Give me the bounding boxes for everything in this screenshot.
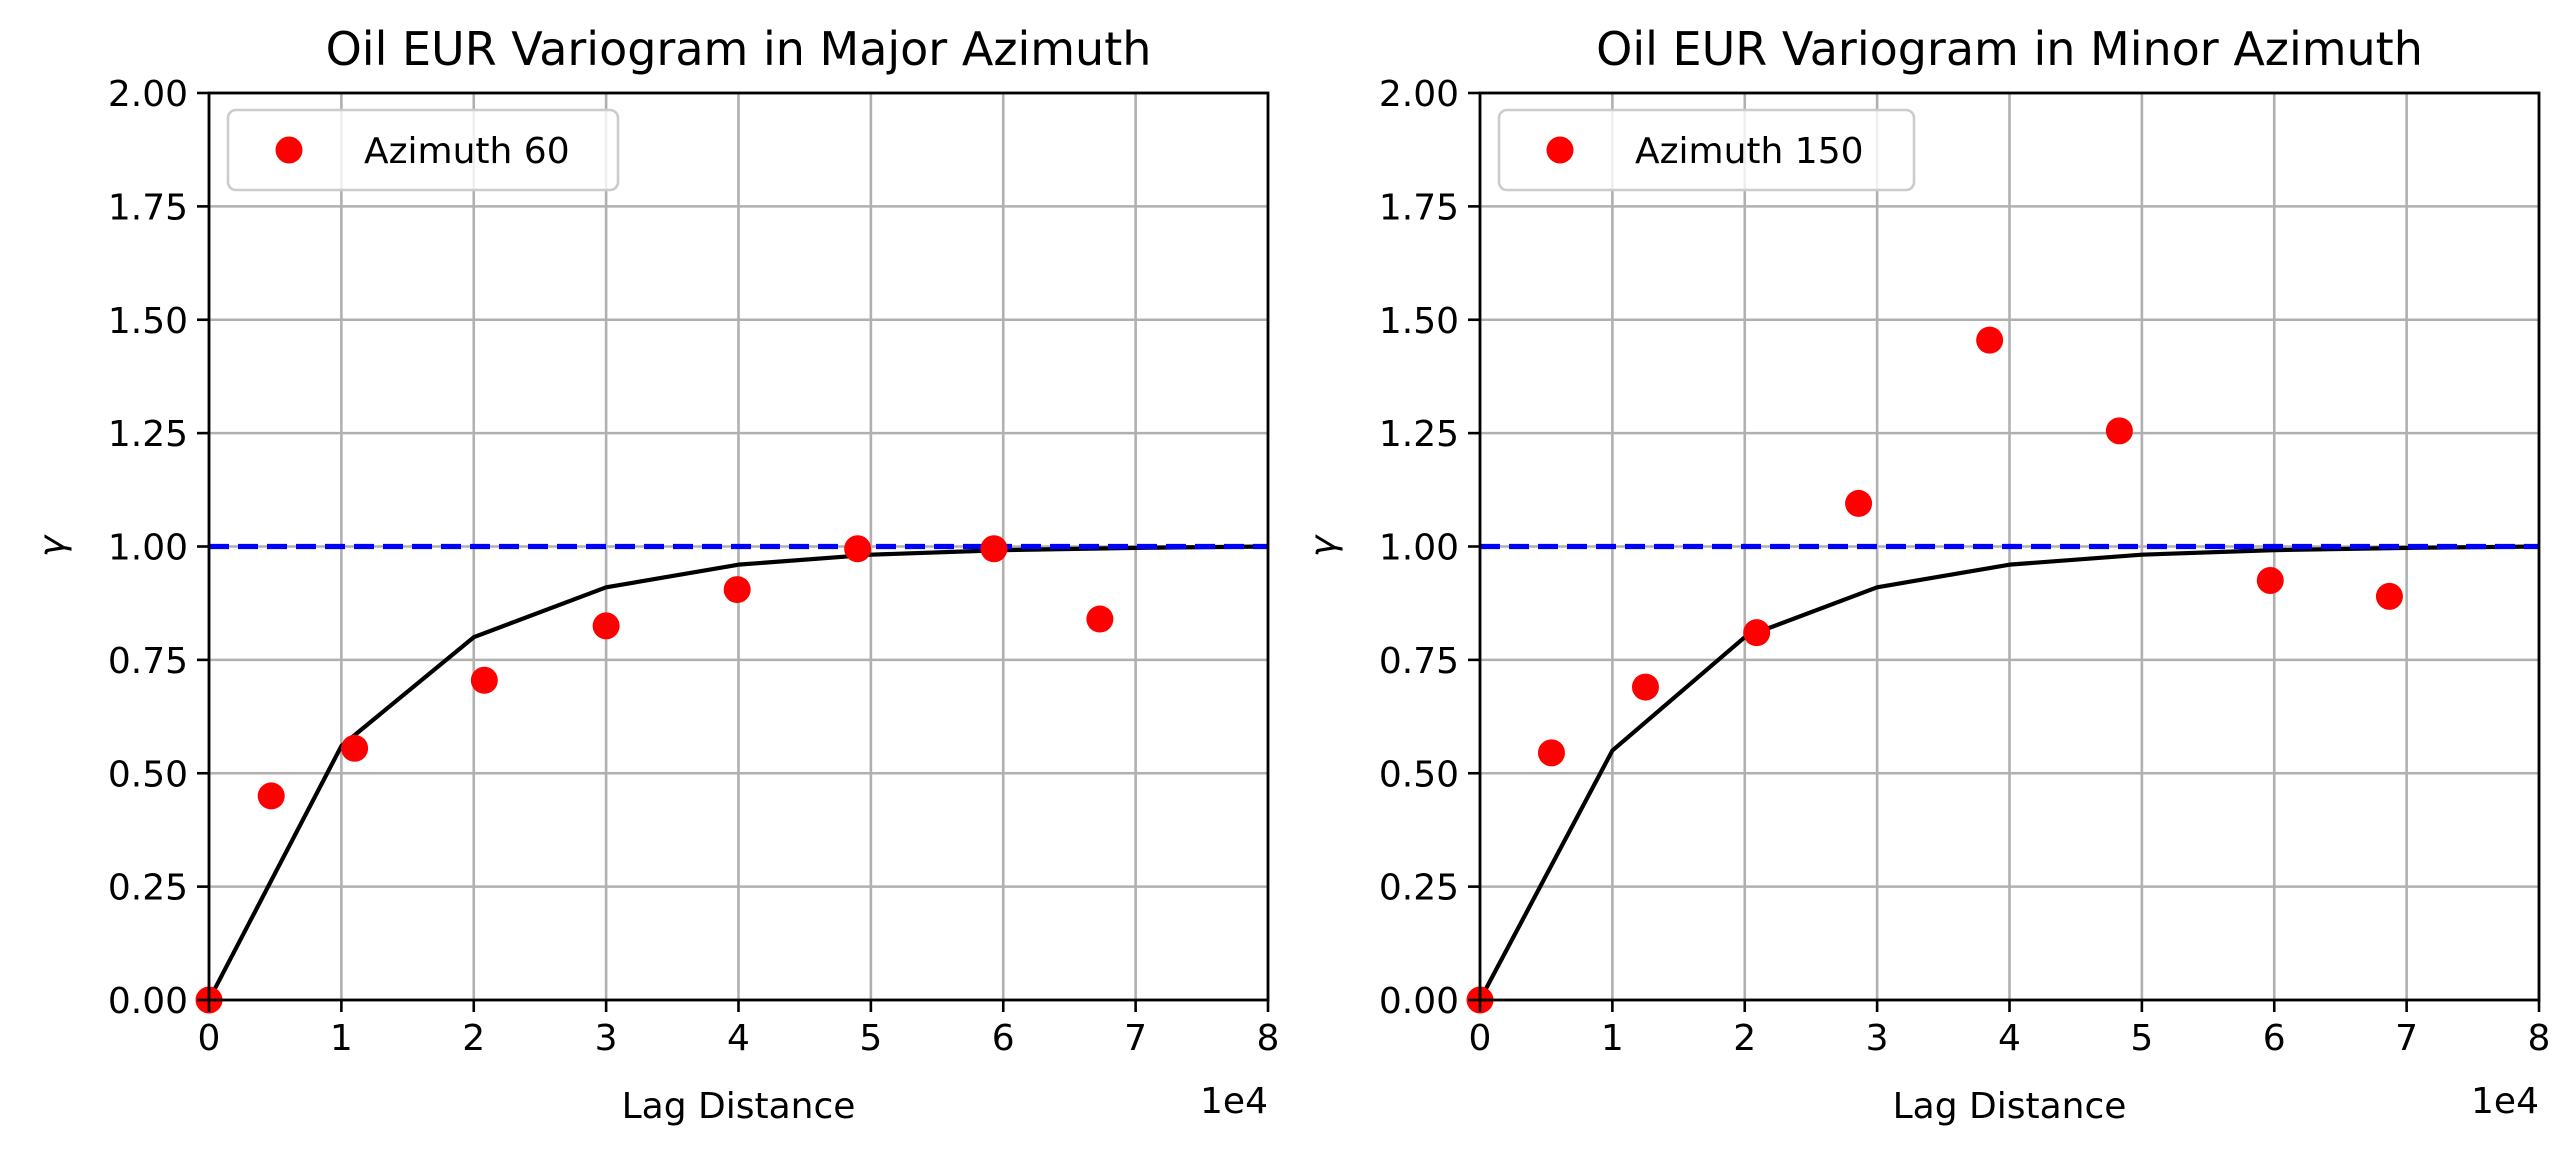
- x-tick-label: 7: [2395, 1018, 2418, 1059]
- data-point: [1845, 489, 1873, 517]
- legend-label: Azimuth 60: [364, 131, 570, 172]
- y-tick-label: 1.50: [108, 301, 188, 342]
- y-tick-label: 0.25: [108, 868, 188, 909]
- data-point: [844, 535, 872, 563]
- x-tick-label: 6: [992, 1018, 1015, 1059]
- data-point: [2256, 567, 2284, 595]
- y-axis-label: γ: [1303, 534, 1344, 557]
- data-point: [470, 666, 498, 694]
- y-tick-label: 1.00: [108, 528, 188, 569]
- data-point: [980, 535, 1008, 563]
- x-axis-label: Lag Distance: [1893, 1086, 2127, 1127]
- y-tick-label: 1.75: [108, 187, 188, 228]
- x-tick-label: 2: [1733, 1018, 1756, 1059]
- y-tick-label: 1.00: [1379, 528, 1459, 569]
- chart-title: Oil EUR Variogram in Major Azimuth: [326, 22, 1152, 76]
- data-point: [1537, 739, 1565, 767]
- x-tick-label: 0: [198, 1018, 221, 1059]
- x-tick-label: 0: [1469, 1018, 1492, 1059]
- x-tick-label: 4: [727, 1018, 750, 1059]
- x-offset-text: 1e4: [2471, 1081, 2539, 1122]
- x-tick-label: 3: [595, 1018, 618, 1059]
- data-point: [723, 576, 751, 604]
- x-offset-text: 1e4: [1200, 1081, 1268, 1122]
- data-point: [1976, 326, 2004, 354]
- plot-area: [209, 543, 1268, 1000]
- y-tick-label: 1.50: [1379, 301, 1459, 342]
- x-tick-label: 4: [1998, 1018, 2021, 1059]
- legend-marker: [1546, 136, 1574, 164]
- subplot-1: 0 1 2 3 4 5 6 7 8 0.00 0.25 0.50 0.75 1.00 1.25 1.50 1.7…: [32, 22, 1279, 1127]
- plot-area: [1480, 543, 2539, 1000]
- data-point: [2375, 582, 2403, 610]
- y-tick-label: 0.50: [108, 754, 188, 795]
- legend-box: [1497, 108, 1916, 192]
- y-axis-label: γ: [32, 534, 73, 557]
- y-tick-label: 1.75: [1379, 187, 1459, 228]
- data-point: [1086, 605, 1114, 633]
- legend: Azimuth 60: [226, 108, 620, 192]
- subplot-2: 0 1 2 3 4 5 6 7 8 0.00 0.25 0.50 0.75 1.00 1.25 1.50 1.7…: [1303, 22, 2550, 1127]
- x-tick-label: 2: [462, 1018, 485, 1059]
- x-tick-label: 3: [1866, 1018, 1889, 1059]
- legend-label: Azimuth 150: [1635, 131, 1864, 172]
- y-tick-label: 1.25: [1379, 414, 1459, 455]
- legend-marker: [275, 136, 303, 164]
- x-tick-label: 5: [859, 1018, 882, 1059]
- y-tick-label: 0.75: [1379, 641, 1459, 682]
- x-tick-label: 8: [1257, 1018, 1280, 1059]
- chart-title: Oil EUR Variogram in Minor Azimuth: [1596, 22, 2423, 76]
- x-tick-label: 1: [1601, 1018, 1624, 1059]
- x-tick-label: 6: [2263, 1018, 2286, 1059]
- y-tick-label: 0.50: [1379, 754, 1459, 795]
- x-tick-label: 8: [2528, 1018, 2551, 1059]
- data-point: [1631, 673, 1659, 701]
- x-tick-label: 5: [2130, 1018, 2153, 1059]
- y-tick-label: 2.00: [108, 74, 188, 115]
- data-point: [1743, 619, 1771, 647]
- y-tick-label: 0.75: [108, 641, 188, 682]
- x-axis-label: Lag Distance: [622, 1086, 856, 1127]
- y-tick-label: 1.25: [108, 414, 188, 455]
- legend: Azimuth 150: [1497, 108, 1916, 192]
- data-point: [257, 782, 285, 810]
- legend-box: [226, 108, 620, 192]
- y-tick-label: 0.00: [108, 981, 188, 1022]
- data-point: [341, 734, 369, 762]
- y-tick-label: 2.00: [1379, 74, 1459, 115]
- data-point: [592, 612, 620, 640]
- x-tick-label: 7: [1124, 1018, 1147, 1059]
- data-point: [2105, 417, 2133, 445]
- y-tick-label: 0.25: [1379, 868, 1459, 909]
- y-tick-label: 0.00: [1379, 981, 1459, 1022]
- x-tick-label: 1: [330, 1018, 353, 1059]
